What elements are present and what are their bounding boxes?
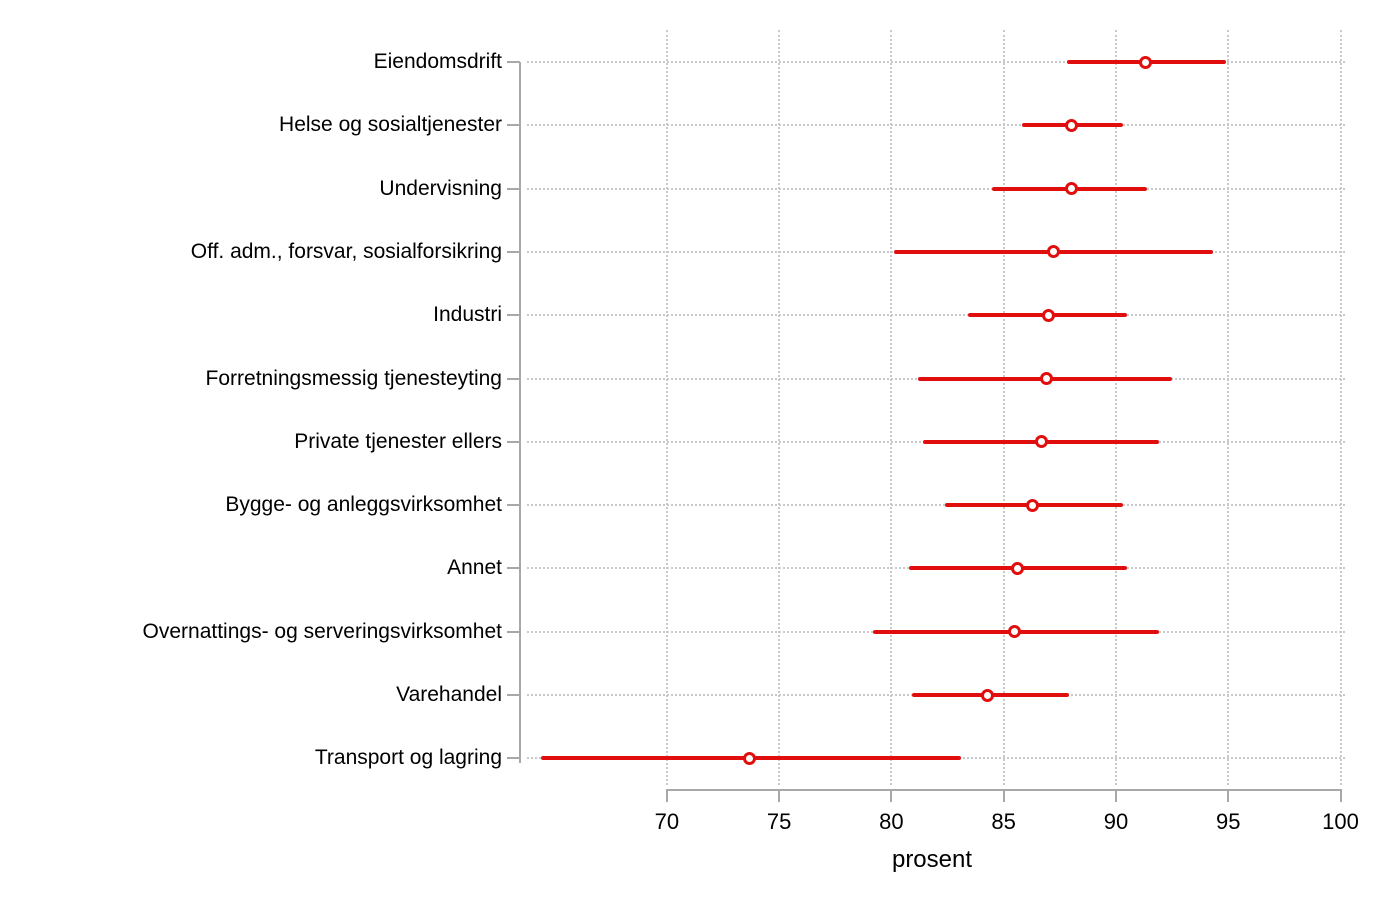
estimate-marker (1138, 55, 1152, 69)
x-tick-label: 75 (766, 809, 792, 834)
y-axis-tick (507, 187, 520, 190)
x-axis-tick (778, 789, 781, 802)
estimate-marker (981, 688, 995, 702)
horizontal-gridline (527, 124, 1345, 127)
vertical-gridline (665, 30, 668, 785)
category-label: Eiendomsdrift (373, 50, 502, 73)
x-tick-label: 95 (1215, 809, 1241, 834)
horizontal-gridline (527, 61, 1345, 63)
estimate-marker (1010, 561, 1024, 575)
y-axis-tick (507, 567, 520, 570)
category-label: Varehandel (396, 683, 502, 706)
estimate-marker (1064, 118, 1078, 132)
x-axis-tick (1114, 789, 1117, 802)
category-label: Bygge- og anleggsvirksomhet (225, 493, 502, 517)
category-label: Off. adm., forsvar, sosialforsikring (190, 239, 502, 263)
y-axis-tick (507, 757, 520, 760)
category-label: Helse og sosialtjenester (279, 113, 502, 137)
vertical-gridline (778, 30, 781, 785)
estimate-marker (1042, 308, 1056, 322)
vertical-gridline (1339, 30, 1342, 785)
y-axis-tick (507, 377, 520, 380)
vertical-gridline (1227, 30, 1230, 785)
estimate-marker (1064, 182, 1078, 196)
category-label: Industri (433, 303, 502, 327)
y-axis-tick (507, 250, 520, 253)
x-tick-label: 100 (1322, 809, 1359, 834)
category-label: Forretningsmessig tjenesteyting (205, 366, 502, 390)
vertical-gridline (1114, 30, 1117, 785)
estimate-marker (743, 751, 757, 765)
category-label: Transport og lagring (314, 746, 502, 770)
category-label: Undervisning (379, 176, 502, 200)
estimate-marker (1046, 245, 1060, 259)
x-axis-tick (1227, 789, 1230, 802)
x-axis-title: prosent (891, 846, 973, 873)
y-axis-tick (507, 61, 520, 63)
y-axis-tick (507, 314, 520, 317)
category-label: Overnattings- og serveringsvirksomhet (142, 619, 502, 643)
x-axis-line (665, 789, 1342, 791)
estimate-marker (1035, 435, 1049, 449)
y-axis-tick (507, 694, 520, 696)
category-label: Private tjenester ellers (294, 429, 502, 453)
category-label: Annet (447, 556, 502, 580)
estimate-marker (1026, 498, 1040, 512)
x-tick-label: 90 (1103, 809, 1129, 834)
y-axis-line (519, 62, 521, 763)
y-axis-tick (507, 630, 520, 633)
x-tick-label: 85 (991, 809, 1016, 834)
y-axis-tick (507, 124, 520, 127)
estimate-marker (1008, 625, 1022, 639)
horizontal-gridline (527, 314, 1345, 317)
x-axis-tick (665, 789, 668, 802)
y-axis-tick (507, 440, 520, 443)
x-axis-tick (890, 789, 893, 802)
x-tick-label: 80 (879, 809, 904, 834)
vertical-gridline (890, 30, 893, 785)
horizontal-gridline (527, 504, 1345, 507)
estimate-marker (1039, 372, 1053, 385)
x-axis-tick (1339, 789, 1342, 802)
horizontal-gridline (527, 187, 1345, 190)
y-axis-tick (507, 504, 520, 507)
x-axis-tick (1002, 789, 1005, 802)
vertical-gridline (1002, 30, 1005, 785)
x-tick-label: 70 (654, 809, 680, 834)
